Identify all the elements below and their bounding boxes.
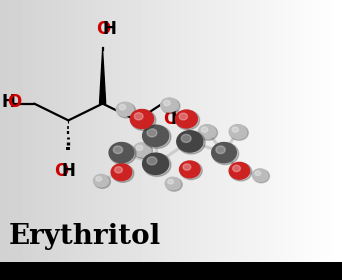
Text: H: H	[103, 20, 117, 38]
Circle shape	[252, 169, 267, 181]
Text: O: O	[54, 162, 69, 180]
Circle shape	[109, 143, 136, 165]
Circle shape	[147, 157, 157, 165]
Text: H: H	[1, 93, 15, 111]
Circle shape	[133, 143, 150, 157]
Circle shape	[183, 164, 191, 170]
Circle shape	[199, 125, 218, 140]
Circle shape	[201, 127, 208, 132]
Circle shape	[255, 171, 261, 176]
Circle shape	[161, 98, 178, 112]
Circle shape	[117, 103, 135, 118]
Circle shape	[143, 153, 169, 174]
Circle shape	[177, 131, 203, 152]
Circle shape	[143, 153, 171, 176]
Circle shape	[230, 163, 252, 181]
Circle shape	[136, 145, 143, 151]
Circle shape	[233, 165, 240, 172]
Circle shape	[163, 101, 170, 106]
Text: O: O	[8, 93, 22, 111]
Circle shape	[180, 161, 200, 178]
Circle shape	[96, 176, 102, 181]
Bar	[0, 262, 342, 280]
Circle shape	[143, 125, 169, 146]
Circle shape	[161, 99, 180, 114]
Circle shape	[147, 129, 157, 137]
Text: H: H	[61, 162, 75, 180]
Text: O: O	[163, 110, 178, 128]
Circle shape	[253, 169, 269, 183]
Circle shape	[177, 131, 205, 154]
Circle shape	[94, 175, 110, 188]
Circle shape	[198, 125, 215, 139]
Circle shape	[179, 113, 187, 120]
Text: O: O	[96, 20, 110, 38]
Circle shape	[166, 178, 182, 191]
Circle shape	[134, 113, 143, 120]
Text: Erythritol: Erythritol	[9, 223, 161, 250]
Circle shape	[216, 146, 225, 154]
Circle shape	[230, 125, 248, 140]
Circle shape	[181, 134, 191, 143]
Circle shape	[180, 162, 202, 179]
Polygon shape	[100, 50, 106, 104]
Circle shape	[229, 125, 246, 139]
Circle shape	[116, 102, 133, 116]
Circle shape	[212, 143, 236, 163]
Circle shape	[115, 167, 122, 173]
Circle shape	[175, 110, 197, 128]
Circle shape	[112, 164, 134, 182]
Text: H: H	[170, 110, 184, 128]
Circle shape	[212, 143, 239, 165]
Circle shape	[131, 110, 156, 130]
Circle shape	[143, 125, 171, 148]
Circle shape	[130, 109, 154, 129]
Circle shape	[111, 164, 132, 181]
Circle shape	[119, 105, 126, 110]
Circle shape	[232, 127, 238, 132]
Circle shape	[134, 143, 153, 158]
Circle shape	[168, 179, 173, 184]
Circle shape	[93, 174, 108, 187]
Circle shape	[229, 162, 250, 179]
Circle shape	[165, 177, 180, 190]
Circle shape	[113, 146, 123, 154]
Circle shape	[109, 143, 134, 163]
Circle shape	[176, 110, 200, 130]
